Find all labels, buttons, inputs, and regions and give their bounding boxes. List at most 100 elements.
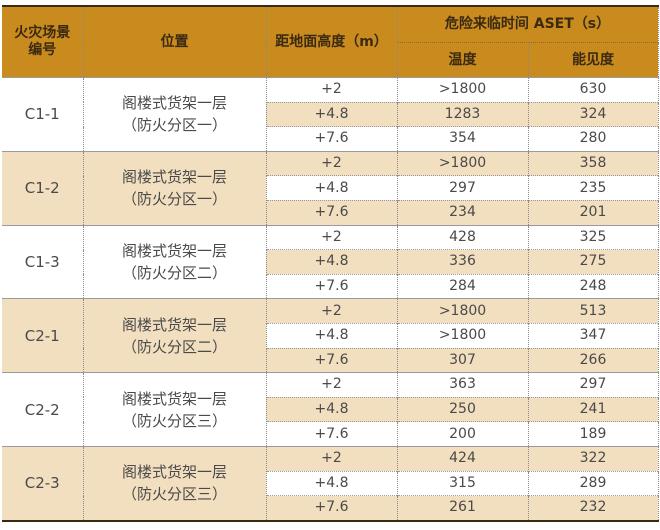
scenario-id-cell: C2-3 (2, 445, 84, 521)
temperature-cell: 428 (396, 224, 529, 250)
height-cell: +7.6 (266, 421, 398, 447)
location-line2: （防火分区二） (121, 263, 227, 282)
table-row: +7.6 261 232 (2, 495, 659, 521)
location-line2: （防火分区一） (121, 190, 227, 209)
location-line1: 阁楼式货架一层 (121, 463, 227, 482)
scenario-id-cell: C2-1 (2, 298, 84, 373)
table-row: C2-1 阁楼式货架一层 （防火分区二） +2 >1800 513 (2, 298, 659, 373)
location-line1: 阁楼式货架一层 (121, 241, 227, 260)
visibility-cell: 189 (527, 421, 659, 447)
temperature-cell: 354 (396, 126, 529, 152)
header-height: 距地面高度（m） (265, 6, 398, 78)
visibility-cell: 325 (527, 224, 659, 250)
temperature-cell: 234 (396, 199, 529, 226)
visibility-cell: 358 (527, 150, 659, 176)
temperature-cell: 424 (396, 445, 529, 471)
table-header: 火灾场景 编号 位置 距地面高度（m） 危险来临时间 ASET（s） 温度 能见… (2, 6, 659, 78)
scenario-id-cell: C1-1 (2, 77, 84, 152)
visibility-cell: 630 (527, 77, 659, 103)
temperature-cell: 315 (396, 470, 529, 496)
temperature-cell: >1800 (396, 77, 529, 103)
header-aset: 危险来临时间 ASET（s） (396, 6, 659, 43)
table-row: +4.8 336 275 (2, 249, 659, 275)
height-cell: +7.6 (266, 126, 398, 152)
location-line2: （防火分区二） (121, 337, 227, 356)
height-cell: +2 (265, 372, 398, 398)
table-row: +7.6 200 189 (2, 421, 659, 447)
height-cell: +4.8 (266, 249, 398, 275)
visibility-cell: 289 (527, 470, 659, 496)
visibility-cell: 241 (527, 396, 659, 422)
table-row: +4.8 315 289 (2, 470, 659, 496)
visibility-cell: 513 (527, 298, 659, 324)
header-scenario-id: 火灾场景 编号 (2, 6, 84, 78)
temperature-cell: >1800 (396, 322, 529, 349)
table-row: +7.6 234 201 (2, 199, 659, 226)
location-cell: 阁楼式货架一层 （防火分区一） (82, 150, 267, 226)
location-cell: 阁楼式货架一层 （防火分区二） (82, 224, 267, 299)
temperature-cell: >1800 (396, 150, 529, 176)
header-scenario-line1: 火灾场景 (14, 25, 71, 41)
height-cell: +2 (265, 224, 398, 250)
visibility-cell: 201 (527, 199, 659, 226)
height-cell: +4.8 (266, 101, 398, 127)
location-cell: 阁楼式货架一层 （防火分区一） (82, 77, 267, 152)
aset-table: 火灾场景 编号 位置 距地面高度（m） 危险来临时间 ASET（s） 温度 能见… (2, 5, 659, 522)
table-row: +7.6 354 280 (2, 126, 659, 152)
table-row: +4.8 1283 324 (2, 101, 659, 127)
visibility-cell: 248 (527, 273, 659, 299)
location-line2: （防火分区三） (121, 411, 227, 430)
temperature-cell: 297 (396, 175, 529, 201)
height-cell: +2 (265, 77, 398, 103)
scenario-id-cell: C1-3 (2, 224, 84, 299)
visibility-cell: 297 (527, 372, 659, 398)
visibility-cell: 280 (527, 126, 659, 152)
table-row: C1-3 阁楼式货架一层 （防火分区二） +2 428 325 (2, 224, 659, 299)
height-cell: +7.6 (266, 495, 398, 521)
temperature-cell: >1800 (396, 298, 529, 324)
scenario-id-cell: C1-2 (2, 150, 84, 226)
temperature-cell: 336 (396, 249, 529, 275)
height-cell: +4.8 (266, 322, 398, 349)
table-row: +4.8 250 241 (2, 396, 659, 422)
visibility-cell: 347 (527, 322, 659, 349)
visibility-cell: 275 (527, 249, 659, 275)
visibility-cell: 324 (527, 101, 659, 127)
header-temperature: 温度 (397, 42, 529, 78)
header-scenario-line2: 编号 (28, 42, 57, 58)
height-cell: +7.6 (266, 347, 398, 373)
table-row: +4.8 297 235 (2, 175, 659, 201)
height-cell: +2 (265, 298, 398, 324)
visibility-cell: 266 (527, 347, 659, 373)
table-body: C1-1 阁楼式货架一层 （防火分区一） +2 >1800 630 +4.8 1283 324 +… (2, 77, 659, 521)
location-cell: 阁楼式货架一层 （防火分区三） (82, 372, 267, 447)
table-row: C2-2 阁楼式货架一层 （防火分区三） +2 363 297 (2, 372, 659, 447)
temperature-cell: 261 (396, 495, 529, 521)
temperature-cell: 363 (396, 372, 529, 398)
location-line1: 阁楼式货架一层 (121, 94, 227, 113)
height-cell: +2 (265, 150, 398, 176)
location-cell: 阁楼式货架一层 （防火分区二） (82, 298, 267, 373)
table-row: C2-3 阁楼式货架一层 （防火分区三） +2 424 322 (2, 445, 659, 521)
table-row: +4.8 >1800 347 (2, 322, 659, 349)
location-line1: 阁楼式货架一层 (121, 315, 227, 334)
temperature-cell: 200 (396, 421, 529, 447)
height-cell: +4.8 (266, 470, 398, 496)
temperature-cell: 250 (396, 396, 529, 422)
table-row: C1-1 阁楼式货架一层 （防火分区一） +2 >1800 630 (2, 77, 659, 152)
header-location: 位置 (82, 6, 267, 78)
temperature-cell: 307 (396, 347, 529, 373)
visibility-cell: 322 (527, 445, 659, 471)
height-cell: +4.8 (266, 396, 398, 422)
header-visibility: 能见度 (527, 42, 659, 78)
temperature-cell: 284 (396, 273, 529, 299)
temperature-cell: 1283 (396, 101, 529, 127)
visibility-cell: 232 (527, 495, 659, 521)
location-line1: 阁楼式货架一层 (121, 389, 227, 408)
location-cell: 阁楼式货架一层 （防火分区三） (82, 445, 267, 521)
table-row: +7.6 307 266 (2, 347, 659, 373)
height-cell: +7.6 (266, 273, 398, 299)
table-row: +7.6 284 248 (2, 273, 659, 299)
table-row: C1-2 阁楼式货架一层 （防火分区一） +2 >1800 358 (2, 150, 659, 226)
height-cell: +7.6 (266, 199, 398, 226)
